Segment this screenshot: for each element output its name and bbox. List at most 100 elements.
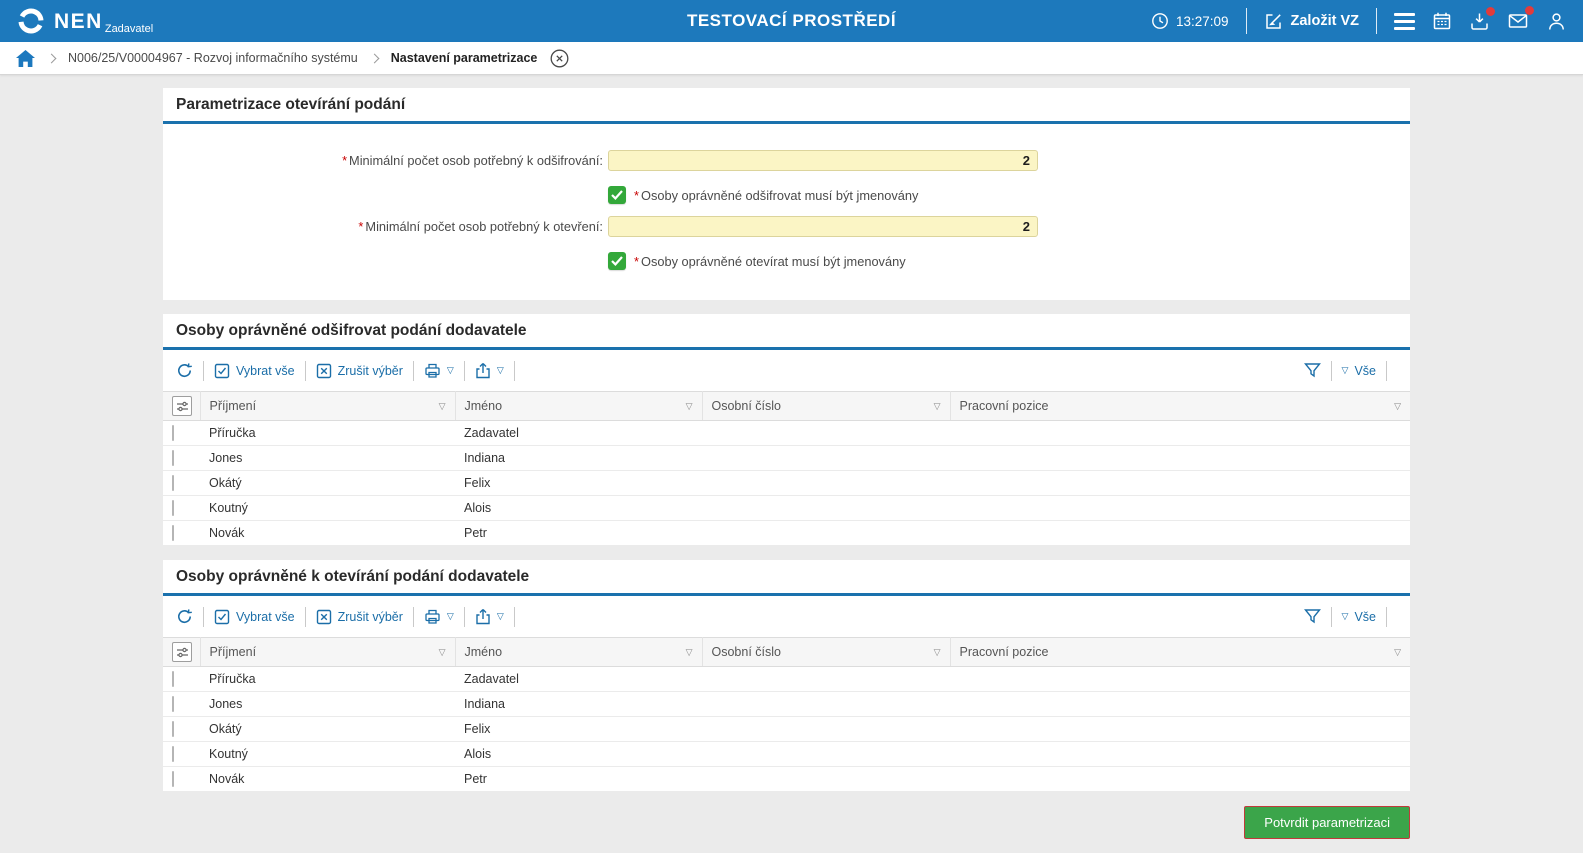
nen-logo-icon: [16, 6, 46, 36]
filter-button[interactable]: [1303, 362, 1321, 379]
decrypt-named-checkbox[interactable]: [608, 186, 626, 204]
downloads-icon[interactable]: [1469, 6, 1495, 32]
row-checkbox[interactable]: [172, 771, 174, 787]
refresh-button[interactable]: [176, 608, 193, 625]
row-checkbox[interactable]: [172, 696, 174, 712]
table-header-row: Příjmení ▽ Jméno ▽ Osobní číslo ▽ Pracovní …: [163, 637, 1410, 667]
table-row[interactable]: Okátý Felix: [163, 470, 1410, 496]
column-filter-icon[interactable]: ▽: [685, 400, 693, 411]
table-row[interactable]: Okátý Felix: [163, 716, 1410, 742]
panel-open-title: Osoby oprávněné k otevírání podání dodav…: [163, 560, 1410, 596]
column-filter-icon[interactable]: ▽: [1394, 400, 1401, 411]
table-row[interactable]: Jones Indiana: [163, 445, 1410, 471]
min-decrypt-input[interactable]: [608, 150, 1038, 171]
scope-dropdown-arrow: ▽: [1341, 611, 1349, 621]
column-filter-icon[interactable]: ▽: [685, 646, 693, 657]
select-all-icon: [214, 363, 230, 379]
column-header-personal-number[interactable]: Osobní číslo ▽: [702, 637, 951, 667]
mail-icon[interactable]: [1507, 6, 1534, 32]
refresh-button[interactable]: [176, 362, 193, 379]
decrypt-persons-table: Příjmení ▽ Jméno ▽ Osobní číslo ▽ Pracovní …: [163, 391, 1410, 546]
select-all-button[interactable]: Vybrat vše: [214, 609, 295, 625]
breadcrumb-item-current[interactable]: Nastavení parametrizace: [390, 51, 538, 65]
panel-parametrization-title: Parametrizace otevírání podání: [163, 88, 1410, 124]
open-persons-table: Příjmení ▽ Jméno ▽ Osobní číslo ▽ Pracovní …: [163, 637, 1410, 792]
close-tab-icon[interactable]: [550, 49, 569, 68]
export-button[interactable]: ▽: [475, 608, 504, 625]
filter-scope-select[interactable]: ▽ Vše: [1341, 609, 1376, 624]
scope-dropdown-arrow: ▽: [1341, 365, 1349, 375]
column-header-personal-number[interactable]: Osobní číslo ▽: [702, 391, 951, 421]
column-header-firstname[interactable]: Jméno ▽: [455, 391, 703, 421]
table-row[interactable]: Novák Petr: [163, 520, 1410, 546]
open-named-checkbox[interactable]: [608, 252, 626, 270]
column-filter-icon[interactable]: ▽: [933, 646, 941, 657]
brand-name: NEN: [54, 9, 103, 33]
clock-value: 13:27:09: [1175, 13, 1229, 29]
column-settings-icon[interactable]: [172, 396, 192, 416]
column-filter-icon[interactable]: ▽: [438, 646, 446, 657]
row-checkbox[interactable]: [172, 721, 174, 737]
header-separator: [1376, 8, 1377, 34]
export-dropdown-arrow: ▽: [496, 611, 504, 621]
breadcrumb-item-procurement[interactable]: N006/25/V00004967 - Rozvoj informačního …: [68, 51, 358, 65]
row-checkbox[interactable]: [172, 475, 174, 491]
required-marker: *: [342, 153, 348, 168]
create-vz-label: Založit VZ: [1290, 13, 1359, 29]
clear-selection-button[interactable]: Zrušit výběr: [316, 609, 403, 625]
table-row[interactable]: Novák Petr: [163, 766, 1410, 792]
column-header-surname[interactable]: Příjmení ▽: [200, 637, 456, 667]
column-header-surname[interactable]: Příjmení ▽: [200, 391, 456, 421]
row-checkbox[interactable]: [172, 746, 174, 762]
column-filter-icon[interactable]: ▽: [438, 400, 446, 411]
column-header-firstname[interactable]: Jméno ▽: [455, 637, 703, 667]
row-checkbox[interactable]: [172, 500, 174, 516]
print-button[interactable]: ▽: [424, 608, 454, 625]
column-header-position[interactable]: Pracovní pozice ▽: [950, 391, 1410, 421]
confirm-parametrization-button[interactable]: Potvrdit parametrizaci: [1244, 806, 1410, 839]
nen-logo[interactable]: NEN Zadavatel: [16, 6, 153, 36]
print-button[interactable]: ▽: [424, 362, 454, 379]
calendar-icon[interactable]: [1432, 11, 1452, 31]
column-settings-icon[interactable]: [172, 642, 192, 662]
downloads-notification-badge: [1486, 6, 1495, 16]
create-vz-button[interactable]: Založit VZ: [1264, 12, 1359, 31]
print-dropdown-arrow: ▽: [446, 365, 454, 375]
menu-icon[interactable]: [1394, 12, 1415, 30]
row-checkbox[interactable]: [172, 425, 174, 441]
print-dropdown-arrow: ▽: [446, 611, 454, 621]
row-checkbox[interactable]: [172, 671, 174, 687]
decrypt-table-toolbar: Vybrat vše Zrušit výběr: [163, 350, 1410, 391]
table-row[interactable]: Příručka Zadavatel: [163, 420, 1410, 446]
table-row[interactable]: Příručka Zadavatel: [163, 666, 1410, 692]
environment-title: TESTOVACÍ PROSTŘEDÍ: [686, 11, 897, 30]
column-filter-icon[interactable]: ▽: [933, 400, 941, 411]
clear-selection-icon: [316, 363, 332, 379]
select-all-button[interactable]: Vybrat vše: [214, 363, 295, 379]
row-checkbox[interactable]: [172, 525, 174, 541]
panel-decrypt-persons: Osoby oprávněné odšifrovat podání dodava…: [163, 314, 1410, 546]
brand-role: Zadavatel: [104, 22, 154, 35]
panel-open-persons: Osoby oprávněné k otevírání podání dodav…: [163, 560, 1410, 792]
table-row[interactable]: Jones Indiana: [163, 691, 1410, 717]
clear-selection-button[interactable]: Zrušit výběr: [316, 363, 403, 379]
clear-selection-icon: [316, 609, 332, 625]
select-all-icon: [214, 609, 230, 625]
export-button[interactable]: ▽: [475, 362, 504, 379]
export-icon: [475, 608, 491, 625]
filter-scope-select[interactable]: ▽ Vše: [1341, 363, 1376, 378]
home-icon[interactable]: [16, 49, 35, 67]
export-dropdown-arrow: ▽: [496, 365, 504, 375]
column-filter-icon[interactable]: ▽: [1394, 646, 1401, 657]
filter-button[interactable]: [1303, 608, 1321, 625]
mail-notification-badge: [1525, 6, 1534, 15]
table-row[interactable]: Koutný Alois: [163, 495, 1410, 521]
row-checkbox[interactable]: [172, 450, 174, 466]
user-profile-icon[interactable]: [1546, 11, 1567, 32]
table-row[interactable]: Koutný Alois: [163, 741, 1410, 767]
clock-icon: [1151, 12, 1169, 30]
decrypt-named-label: * Osoby oprávněné odšifrovat musí být jme…: [634, 187, 919, 203]
session-time: 13:27:09: [1151, 12, 1229, 30]
min-open-input[interactable]: [608, 216, 1038, 237]
column-header-position[interactable]: Pracovní pozice ▽: [950, 637, 1410, 667]
